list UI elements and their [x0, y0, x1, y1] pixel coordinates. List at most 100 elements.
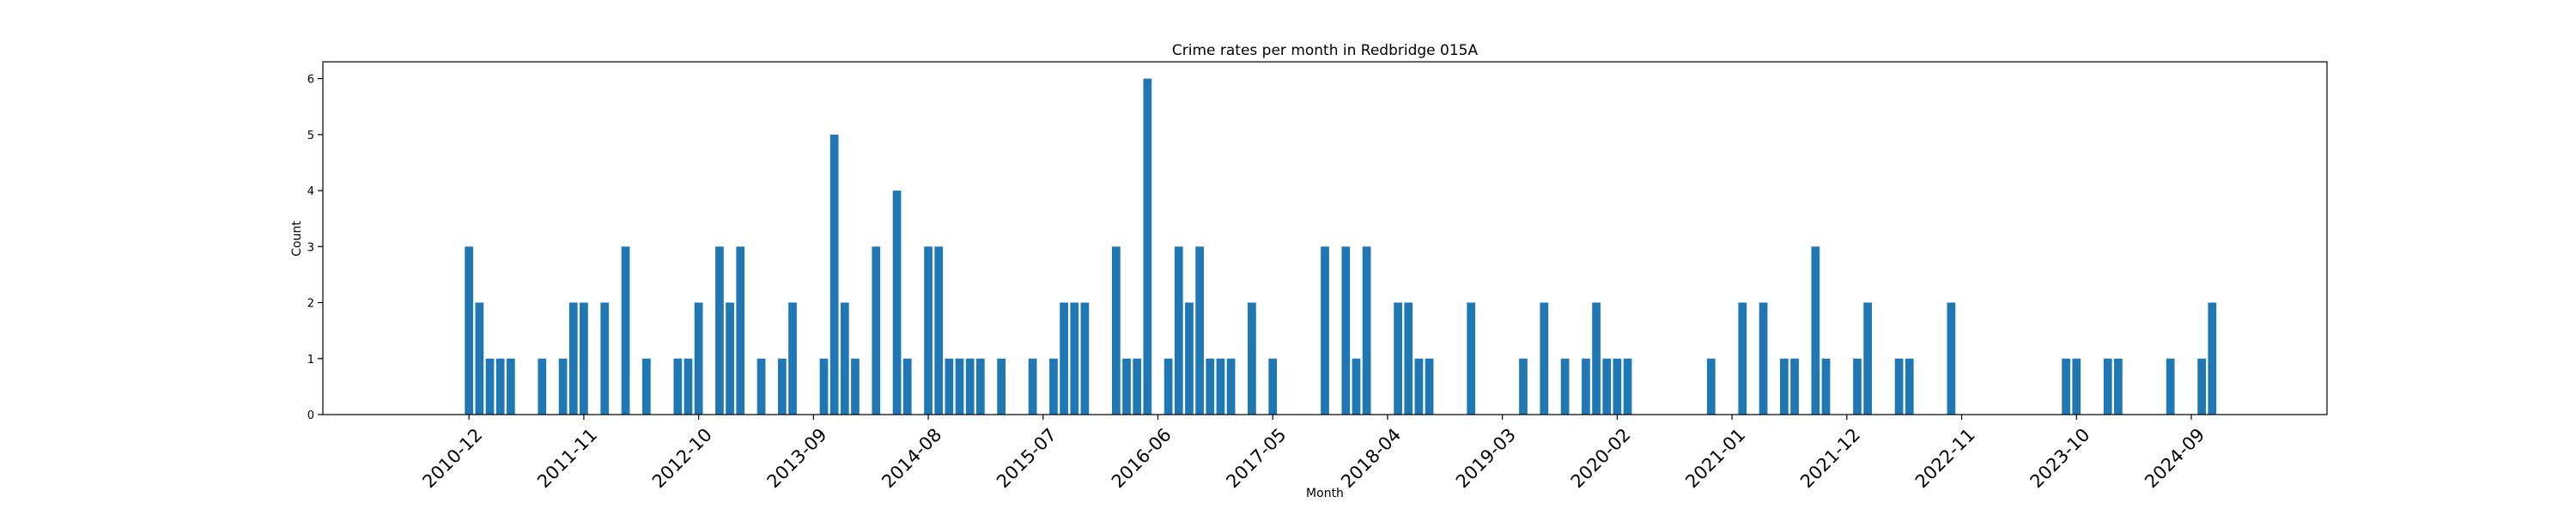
bar — [1080, 302, 1090, 415]
x-tick-label: 2010-12 — [418, 424, 486, 492]
bar — [1602, 358, 1612, 415]
bar — [641, 358, 651, 415]
bar — [506, 358, 515, 415]
bar — [955, 358, 964, 415]
bar — [1321, 246, 1329, 415]
bar — [965, 358, 975, 415]
bar — [1582, 358, 1590, 415]
bar — [673, 358, 683, 415]
bar — [892, 191, 902, 415]
y-tick-label: 1 — [307, 354, 314, 367]
bar — [1706, 358, 1716, 415]
bar — [1394, 302, 1402, 415]
x-tick-label: 2019-03 — [1452, 424, 1520, 492]
bar — [1780, 358, 1789, 415]
bar — [1174, 246, 1183, 415]
x-tick-label: 2011-11 — [533, 424, 601, 492]
x-tick-label: 2023-10 — [2026, 424, 2094, 492]
bar — [840, 302, 849, 415]
bar — [1853, 358, 1862, 415]
bar — [902, 358, 912, 415]
bar — [1028, 358, 1037, 415]
bar — [726, 302, 734, 415]
x-tick-label: 2024-09 — [2141, 424, 2208, 492]
bar — [2062, 358, 2070, 415]
bar — [1049, 358, 1058, 415]
bar — [1226, 358, 1236, 415]
bar — [1352, 358, 1361, 415]
x-tick-label: 2021-12 — [1796, 424, 1864, 492]
bar — [1268, 358, 1278, 415]
bar — [1060, 302, 1068, 415]
y-tick-label: 5 — [307, 130, 314, 142]
bar — [1519, 358, 1528, 415]
bar — [1811, 246, 1820, 415]
bar — [2072, 358, 2081, 415]
bar — [683, 358, 693, 415]
bar — [558, 358, 568, 415]
bar — [975, 358, 985, 415]
bar — [2166, 358, 2175, 415]
bar — [1738, 302, 1747, 415]
x-tick-label: 2021-01 — [1681, 424, 1749, 492]
bar — [1540, 302, 1549, 415]
bar — [580, 302, 588, 415]
bar — [945, 358, 954, 415]
bar — [1070, 302, 1079, 415]
bar — [1341, 246, 1351, 415]
y-axis-label: Count — [290, 221, 304, 257]
bar — [568, 302, 578, 415]
bar — [715, 246, 724, 415]
bar — [475, 302, 484, 415]
bar — [1185, 302, 1194, 415]
bar — [465, 246, 474, 415]
bar — [1905, 358, 1914, 415]
bar — [1206, 358, 1215, 415]
bar — [1122, 358, 1131, 415]
x-tick-label: 2013-09 — [763, 424, 831, 492]
bar — [778, 358, 787, 415]
bar — [1759, 302, 1768, 415]
bar — [1467, 302, 1476, 415]
x-tick-label: 2020-02 — [1567, 424, 1635, 492]
bar — [1362, 246, 1371, 415]
bar — [1894, 358, 1904, 415]
bar — [788, 302, 797, 415]
bar — [1404, 302, 1413, 415]
bar — [495, 358, 505, 415]
plot-frame — [322, 61, 2328, 415]
bar — [1613, 358, 1622, 415]
x-tick-label: 2017-05 — [1222, 424, 1290, 492]
bar — [2197, 358, 2206, 415]
bar — [1560, 358, 1570, 415]
x-tick-label: 2015-07 — [993, 424, 1060, 492]
bar — [924, 246, 933, 415]
bar — [1947, 302, 1956, 415]
bar — [1163, 358, 1173, 415]
bar — [736, 246, 745, 415]
bar — [485, 358, 495, 415]
x-tick-label: 2016-06 — [1108, 424, 1176, 492]
bar — [2114, 358, 2123, 415]
bar-series — [465, 78, 2217, 415]
bar — [819, 358, 829, 415]
x-tick-label: 2022-11 — [1911, 424, 1979, 492]
bar — [1112, 246, 1121, 415]
bar — [2208, 302, 2217, 415]
bar — [872, 246, 881, 415]
y-tick-label: 0 — [307, 409, 314, 422]
chart-title: Crime rates per month in Redbridge 015A — [1172, 42, 1479, 59]
bar — [934, 246, 944, 415]
bar — [1248, 302, 1256, 415]
bar — [1414, 358, 1424, 415]
bar — [1790, 358, 1799, 415]
bar — [600, 302, 610, 415]
bar — [1195, 246, 1204, 415]
bar — [1863, 302, 1872, 415]
y-axis: 0 1 2 3 4 5 6 — [307, 74, 323, 422]
y-tick-label: 2 — [307, 298, 314, 311]
x-tick-label: 2012-10 — [648, 424, 716, 492]
bar — [1623, 358, 1632, 415]
bar — [997, 358, 1006, 415]
